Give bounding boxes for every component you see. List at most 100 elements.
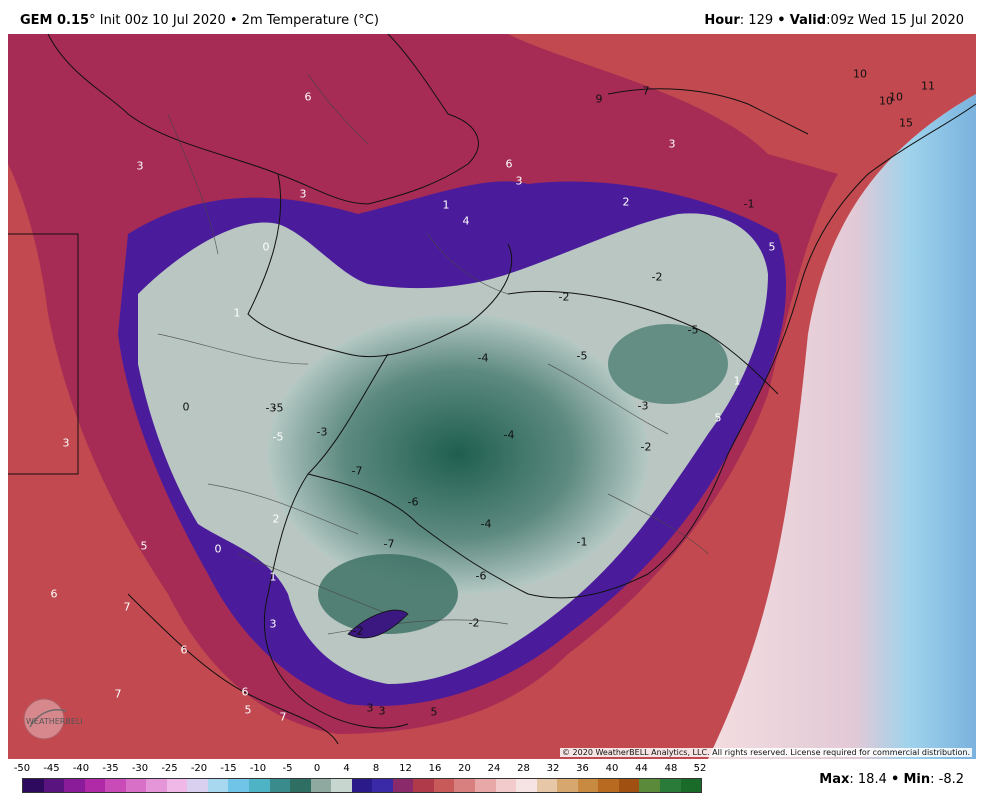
contour-label: 5 bbox=[768, 240, 776, 254]
contour-label: -5 bbox=[576, 349, 588, 363]
contour-label: 2 bbox=[622, 195, 630, 209]
state-borders bbox=[157, 73, 709, 635]
temperature-map: 10 11 10 10 15 7 9 6 3 6 3 3 3 1 4 2 -1 … bbox=[8, 34, 976, 759]
colorbar-tick: -40 bbox=[72, 763, 90, 774]
contour-label: 3 bbox=[62, 436, 70, 450]
contour-label: -1 bbox=[743, 197, 755, 211]
maxmin-separator: • bbox=[891, 772, 900, 787]
logo-text: WEATHERBELL bbox=[26, 717, 82, 726]
colorbar-segment bbox=[433, 779, 455, 792]
contour-label: 7 bbox=[114, 687, 122, 701]
contour-label: 6 bbox=[304, 90, 312, 104]
weatherbell-logo: WEATHERBELL bbox=[22, 697, 82, 745]
colorbar-segment bbox=[392, 779, 414, 792]
max-min-readout: Max: 18.4 • Min: -8.2 bbox=[819, 772, 964, 787]
colorbar-tick: 0 bbox=[313, 763, 321, 774]
country-borders bbox=[8, 34, 976, 745]
valid-time-info: Hour: 129 • Valid:09z Wed 15 Jul 2020 bbox=[704, 13, 964, 28]
colorbar-tick: 48 bbox=[664, 763, 678, 774]
colorbar-segment bbox=[618, 779, 640, 792]
colorbar-segment bbox=[536, 779, 558, 792]
colorbar-tick: -35 bbox=[102, 763, 119, 774]
contour-label: 9 bbox=[595, 92, 603, 106]
colorbar-segment bbox=[105, 779, 126, 792]
colorbar-segment bbox=[557, 779, 578, 792]
contour-label: 6 bbox=[180, 643, 188, 657]
degree-symbol: ° bbox=[89, 13, 96, 28]
colorbar-segment bbox=[372, 779, 393, 792]
colorbar-segment bbox=[680, 779, 702, 792]
contour-label: 0 bbox=[214, 542, 222, 556]
contour-label: 6 bbox=[505, 157, 513, 171]
colorbar-gradient bbox=[22, 778, 702, 793]
colorbar-segment bbox=[249, 779, 270, 792]
contour-label: 3 bbox=[668, 137, 676, 151]
colorbar-segment bbox=[659, 779, 681, 792]
contour-label: 5 bbox=[244, 703, 252, 717]
contour-label: 10 bbox=[889, 90, 903, 104]
contour-label: -4 bbox=[503, 428, 515, 442]
contour-label: -2 bbox=[640, 440, 652, 454]
info-separator: • bbox=[777, 13, 786, 28]
colorbar-tick: 40 bbox=[605, 763, 619, 774]
colorbar-segment bbox=[475, 779, 496, 792]
header: GEM 0.15° Init 00z 10 Jul 2020 • 2m Temp… bbox=[0, 0, 984, 34]
lake bbox=[347, 609, 409, 639]
colorbar-segment bbox=[84, 779, 106, 792]
contour-label: -2 bbox=[468, 616, 480, 630]
cold-pocket-east bbox=[608, 324, 728, 404]
colorbar-segment bbox=[495, 779, 517, 792]
colorbar-tick: 20 bbox=[458, 763, 471, 774]
colorbar-tick: 16 bbox=[428, 763, 442, 774]
colorbar-tick: -25 bbox=[161, 763, 178, 774]
contour-label: -7 bbox=[383, 537, 395, 551]
contour-label: 2 bbox=[272, 512, 280, 526]
colorbar-segment bbox=[269, 779, 291, 792]
contour-label: 7 bbox=[123, 600, 131, 614]
colorbar-tick: -5 bbox=[282, 763, 293, 774]
contour-label: -2 bbox=[352, 624, 364, 638]
colorbar-segment bbox=[639, 779, 660, 792]
min-label: Min bbox=[903, 772, 931, 787]
contour-label: 3 bbox=[136, 159, 144, 173]
contour-label: -3 bbox=[637, 399, 649, 413]
valid-value: :09z Wed 15 Jul 2020 bbox=[826, 13, 964, 28]
colorbar-segment bbox=[290, 779, 311, 792]
colorbar-tick: 52 bbox=[693, 763, 707, 774]
colorbar-segment bbox=[454, 779, 476, 792]
colorbar-segment bbox=[331, 779, 352, 792]
coldest-core bbox=[268, 314, 648, 594]
contour-label: 1 bbox=[269, 570, 277, 584]
contour-label: 6 bbox=[241, 685, 249, 699]
contour-label: 5 bbox=[140, 539, 148, 553]
copyright-notice: © 2020 WeatherBELL Analytics, LLC. All r… bbox=[560, 748, 972, 757]
max-value: : 18.4 bbox=[849, 772, 887, 787]
contour-label: 10 bbox=[879, 94, 893, 108]
contour-label: -7 bbox=[351, 464, 363, 478]
colorbar-segment bbox=[146, 779, 167, 792]
logo-graphic: WEATHERBELL bbox=[23, 698, 82, 740]
colorbar-tick: 24 bbox=[487, 763, 501, 774]
colorbar-tick: -10 bbox=[249, 763, 267, 774]
contour-label: 0 bbox=[262, 240, 270, 254]
contour-label: 15 bbox=[899, 116, 913, 130]
colorbar-segment bbox=[413, 779, 434, 792]
colorbar-tick: -50 bbox=[13, 763, 31, 774]
contour-label: 3 bbox=[378, 704, 386, 718]
colorbar-tick: -20 bbox=[190, 763, 208, 774]
contour-label: -5 bbox=[687, 323, 699, 337]
colorbar-segment bbox=[351, 779, 373, 792]
contour-label: 1 bbox=[442, 198, 450, 212]
colorbar-tick: 28 bbox=[517, 763, 530, 774]
colorbar-tick: 36 bbox=[576, 763, 589, 774]
contour-label: 5 bbox=[430, 705, 438, 719]
contour-label: -5 bbox=[272, 401, 284, 415]
contour-label: 1 bbox=[733, 374, 741, 388]
contour-label: 3 bbox=[269, 617, 277, 631]
contour-label: 7 bbox=[279, 710, 287, 724]
colorbar-segment bbox=[310, 779, 332, 792]
contour-label: -2 bbox=[651, 270, 663, 284]
ocean-east bbox=[708, 94, 976, 759]
contour-label: 1 bbox=[233, 306, 241, 320]
hour-value: : 129 bbox=[739, 13, 774, 28]
